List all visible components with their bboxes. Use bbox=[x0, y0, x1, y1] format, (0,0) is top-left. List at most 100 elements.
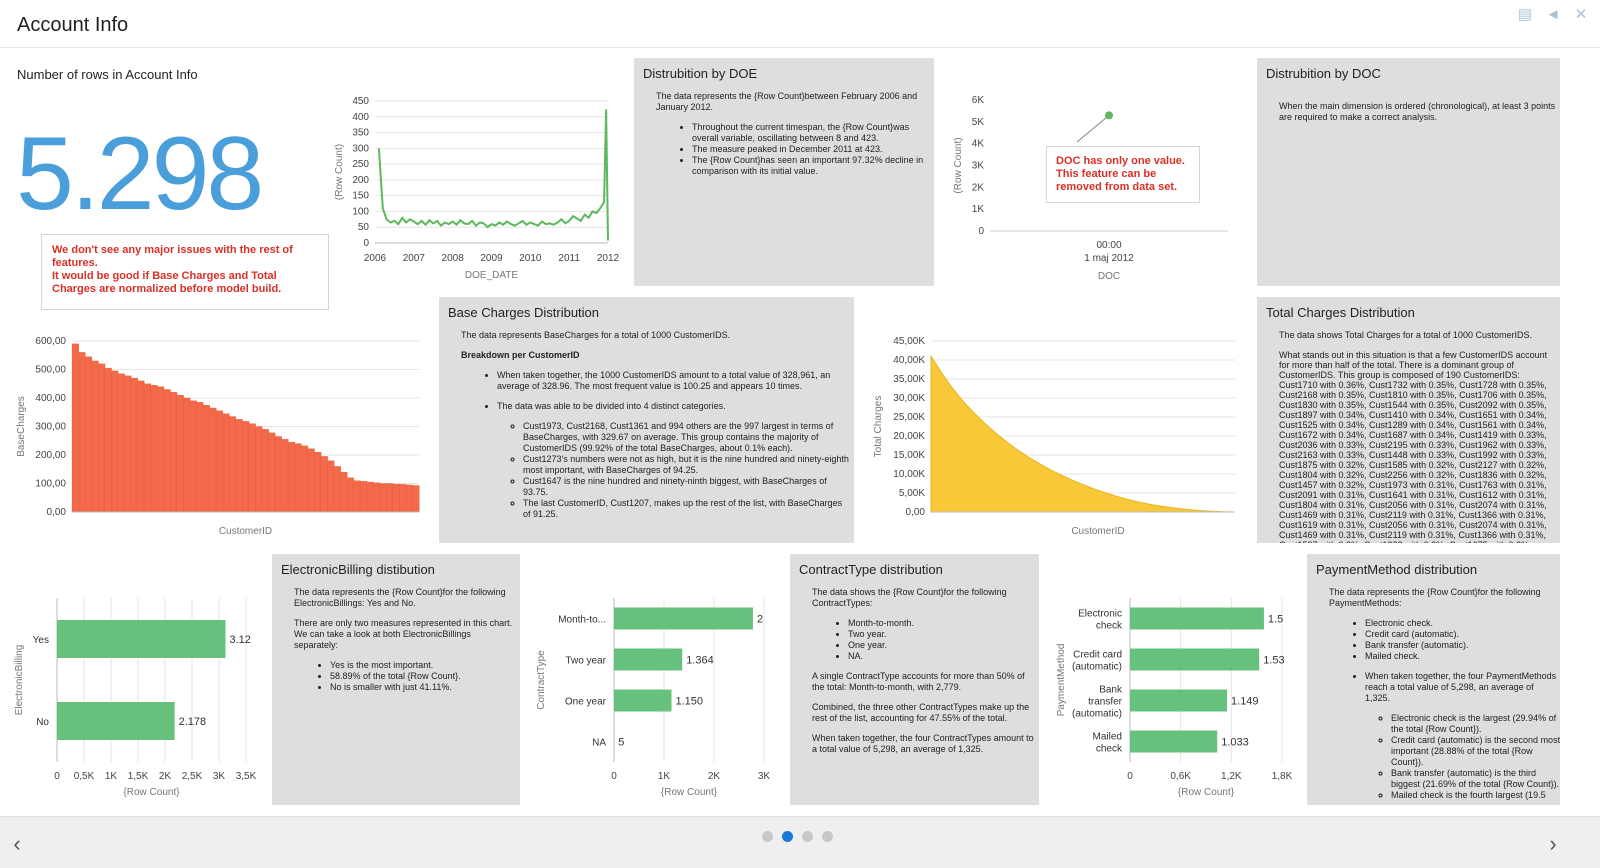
page-dot[interactable] bbox=[762, 831, 773, 842]
base-bar bbox=[314, 452, 322, 513]
category-label: transfer bbox=[1088, 697, 1123, 708]
y-tick-label: 20,00K bbox=[893, 431, 925, 442]
y-tick-label: 5K bbox=[972, 117, 985, 128]
doe-series-line bbox=[377, 109, 609, 241]
y-axis-title: ElectronicBilling bbox=[14, 645, 25, 716]
base-bar bbox=[405, 484, 413, 513]
doc-data-point bbox=[1105, 111, 1113, 120]
base-charges-chart: 0,00 100,00 200,00 300,00 400,00 500,00 600,00… bbox=[16, 336, 420, 537]
category-label: Bank bbox=[1099, 685, 1123, 696]
ct-text-title: ContractType distribution bbox=[799, 562, 943, 577]
base-bar bbox=[366, 481, 374, 513]
doe-line-chart: 0 50 100 150 200 250 300 350 400 450 2006 2007 2008 2… bbox=[334, 96, 620, 281]
base-bar bbox=[222, 413, 230, 513]
ct-bullet: Month-to-month. bbox=[848, 618, 1038, 629]
base-bar bbox=[373, 482, 381, 513]
base-bar bbox=[176, 395, 184, 513]
total-customer-line: Cust2163 with 0.33%, Cust1448 with 0.33%… bbox=[1279, 450, 1547, 460]
bottom-bar: ‹ › bbox=[0, 816, 1600, 868]
category-label: Yes bbox=[33, 635, 49, 646]
x-tick-label: 3K bbox=[213, 771, 226, 782]
page-dot[interactable] bbox=[802, 831, 813, 842]
category-label: One year bbox=[565, 697, 607, 708]
category-label: Month-to... bbox=[558, 615, 606, 626]
x-tick-label: 1K bbox=[658, 771, 671, 782]
notes-line-2: It would be good if Base Charges and Tot… bbox=[52, 270, 282, 295]
y-tick-label: 0 bbox=[363, 238, 369, 249]
y-axis-title: Total Charges bbox=[873, 396, 884, 458]
y-axis-title: BaseCharges bbox=[16, 396, 27, 457]
share-icon[interactable]: ◄ bbox=[1545, 6, 1561, 23]
comment-icon[interactable]: ▤ bbox=[1517, 6, 1533, 23]
total-customer-line: Cust1710 with 0.36%, Cust1732 with 0.35%… bbox=[1279, 380, 1547, 390]
annotation-leader bbox=[1076, 114, 1110, 143]
pm-bar bbox=[1130, 648, 1260, 671]
bar-value-label: 3.12 bbox=[229, 634, 250, 646]
base-bar bbox=[84, 356, 93, 513]
electronic-billing-chart: 0 0,5K 1K 1,5K 2K 2,5K 3K 3,5K 3.12 Yes 2.178 No {Ro… bbox=[14, 598, 257, 798]
pm-bullet: Credit card (automatic). bbox=[1365, 629, 1560, 640]
eb-bullet: 58.89% of the total {Row Count}. bbox=[330, 671, 516, 682]
base-bar bbox=[399, 484, 407, 513]
page-dot[interactable] bbox=[782, 831, 793, 842]
base-bar bbox=[287, 442, 296, 513]
bar-value-label: 1.149 bbox=[1231, 696, 1259, 708]
total-text-title: Total Charges Distribution bbox=[1266, 305, 1415, 320]
base-bar bbox=[333, 466, 341, 513]
pm-sub-bullet: Electronic check is the largest (29.94% … bbox=[1391, 713, 1560, 735]
y-tick-label: 400 bbox=[352, 112, 369, 123]
total-customer-line: Cust2091 with 0.31%, Cust1641 with 0.31%… bbox=[1279, 490, 1547, 500]
total-customer-line: Cust1672 with 0.34%, Cust1687 with 0.34%… bbox=[1279, 430, 1547, 440]
doc-notes-text: DOC has only one value. This feature can… bbox=[1056, 155, 1185, 193]
base-bar bbox=[346, 477, 354, 513]
total-customer-line: Cust1457 with 0.32%, Cust1973 with 0.31%… bbox=[1279, 480, 1547, 490]
base-bar bbox=[386, 483, 394, 513]
base-bar bbox=[202, 404, 210, 513]
eb-text-title: ElectronicBilling distibution bbox=[281, 562, 435, 577]
base-text-panel: Base Charges Distribution The data repre… bbox=[439, 297, 854, 543]
bar-value-label: 1.5 bbox=[1268, 614, 1283, 626]
x-axis-title: CustomerID bbox=[219, 526, 272, 537]
base-bar bbox=[340, 471, 348, 513]
base-intro: The data represents BaseCharges for a to… bbox=[461, 330, 731, 340]
x-tick-label: 1,8K bbox=[1272, 771, 1293, 782]
x-tick-label: 1 maj 2012 bbox=[1084, 253, 1134, 264]
y-tick-label: 300 bbox=[352, 143, 369, 154]
base-bar bbox=[215, 410, 224, 513]
base-sub-bullet: Cust1973, Cust2168, Cust1361 and 994 oth… bbox=[523, 421, 849, 454]
category-label: Mailed bbox=[1093, 732, 1122, 743]
x-axis-title: {Row Count} bbox=[661, 787, 718, 798]
base-bar bbox=[268, 432, 276, 513]
bar-value-label: 1.364 bbox=[686, 655, 714, 667]
prev-page-icon[interactable]: ‹ bbox=[13, 831, 21, 856]
y-tick-label: 100 bbox=[352, 206, 369, 217]
y-tick-label: 50 bbox=[358, 222, 370, 233]
doe-bullet: Throughout the current timespan, the {Ro… bbox=[692, 122, 928, 144]
x-tick-label: 0,6K bbox=[1170, 771, 1191, 782]
category-label: check bbox=[1096, 621, 1123, 632]
base-bar bbox=[196, 402, 204, 513]
x-tick-label: 1,2K bbox=[1221, 771, 1242, 782]
y-tick-label: 450 bbox=[352, 96, 369, 107]
top-bar: Account Info ▤ ◄ ✕ bbox=[0, 0, 1600, 48]
base-bar bbox=[281, 439, 289, 513]
total-customer-line: Cust1804 with 0.31%, Cust2056 with 0.31%… bbox=[1279, 500, 1547, 510]
y-tick-label: 2K bbox=[972, 182, 985, 193]
total-body: What stands out in this situation is tha… bbox=[1279, 350, 1548, 380]
ct-bullet: Two year. bbox=[848, 629, 1038, 640]
next-page-icon[interactable]: › bbox=[1549, 831, 1557, 856]
total-customer-line: Cust1619 with 0.31%, Cust2056 with 0.31%… bbox=[1279, 520, 1547, 530]
total-customer-line: Cust1469 with 0.31%, Cust2119 with 0.31%… bbox=[1279, 530, 1546, 540]
total-intro: The data shows Total Charges for a total… bbox=[1279, 330, 1532, 340]
kpi-value: 5.298 bbox=[16, 116, 264, 232]
base-bar bbox=[130, 377, 138, 513]
base-bar bbox=[143, 383, 152, 513]
page-dot[interactable] bbox=[822, 831, 833, 842]
doe-bullet: The {Row Count}has seen an important 97.… bbox=[692, 155, 928, 177]
total-customer-line: Cust1830 with 0.35%, Cust1544 with 0.35%… bbox=[1279, 400, 1547, 410]
category-label: (automatic) bbox=[1072, 709, 1122, 720]
base-bar bbox=[228, 416, 237, 513]
pm-bar bbox=[1130, 689, 1228, 712]
close-icon[interactable]: ✕ bbox=[1574, 6, 1588, 23]
x-tick-label: 3K bbox=[758, 771, 771, 782]
